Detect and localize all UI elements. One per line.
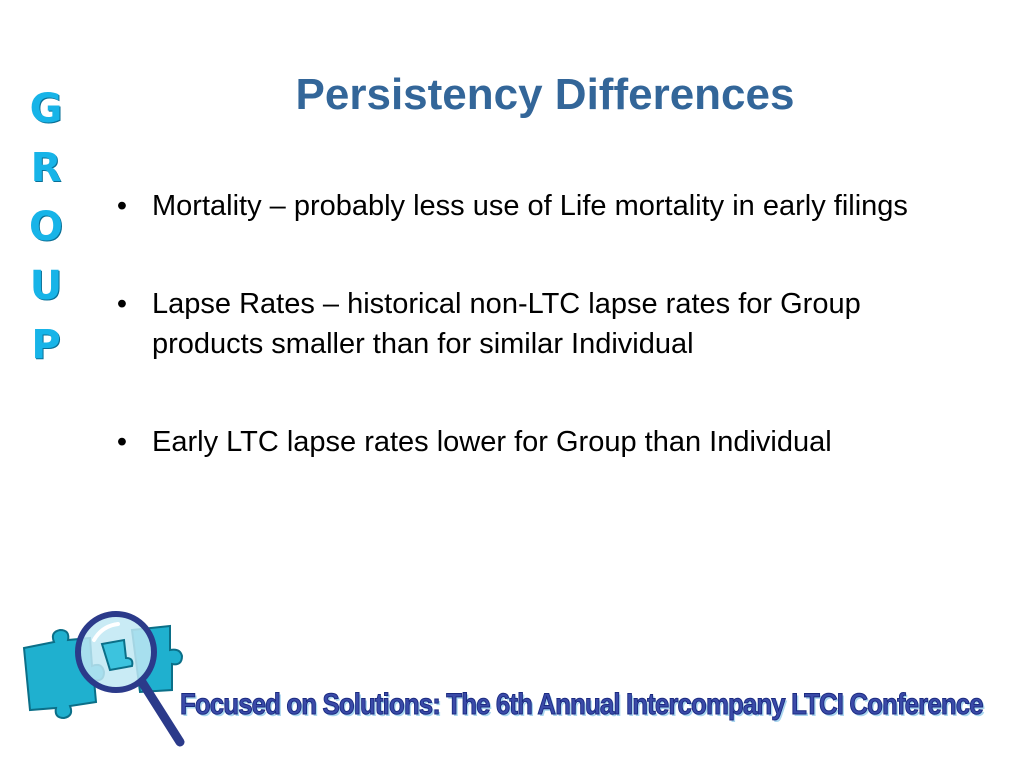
side-letter: O — [28, 204, 63, 250]
bullet-item: • Early LTC lapse rates lower for Group … — [112, 422, 972, 462]
bullet-text: Early LTC lapse rates lower for Group th… — [152, 426, 832, 458]
bullet-list: • Mortality – probably less use of Life … — [112, 186, 972, 520]
bullet-text: Lapse Rates – historical non-LTC lapse r… — [152, 288, 861, 360]
side-letter: U — [29, 263, 63, 309]
conference-banner: Focused on Solutions: The 6th Annual Int… — [180, 688, 984, 722]
lens-puzzle-outline — [100, 638, 134, 672]
bullet-text: Mortality – probably less use of Life mo… — [152, 190, 908, 222]
slide-title: Persistency Differences — [295, 70, 795, 119]
bullet-icon: • — [116, 190, 128, 222]
lens-highlight — [92, 622, 120, 642]
bullet-item: • Lapse Rates – historical non-LTC lapse… — [112, 284, 972, 364]
side-letter: G — [29, 86, 63, 132]
bullet-icon: • — [116, 288, 128, 320]
magnifier-handle — [137, 677, 185, 747]
vertical-group-word: G R O U P — [22, 80, 70, 375]
side-letter: R — [30, 145, 62, 191]
side-letter: P — [31, 322, 61, 368]
bullet-item: • Mortality – probably less use of Life … — [112, 186, 972, 226]
bullet-icon: • — [116, 426, 128, 458]
magnifier-puzzle-icon — [20, 610, 200, 755]
